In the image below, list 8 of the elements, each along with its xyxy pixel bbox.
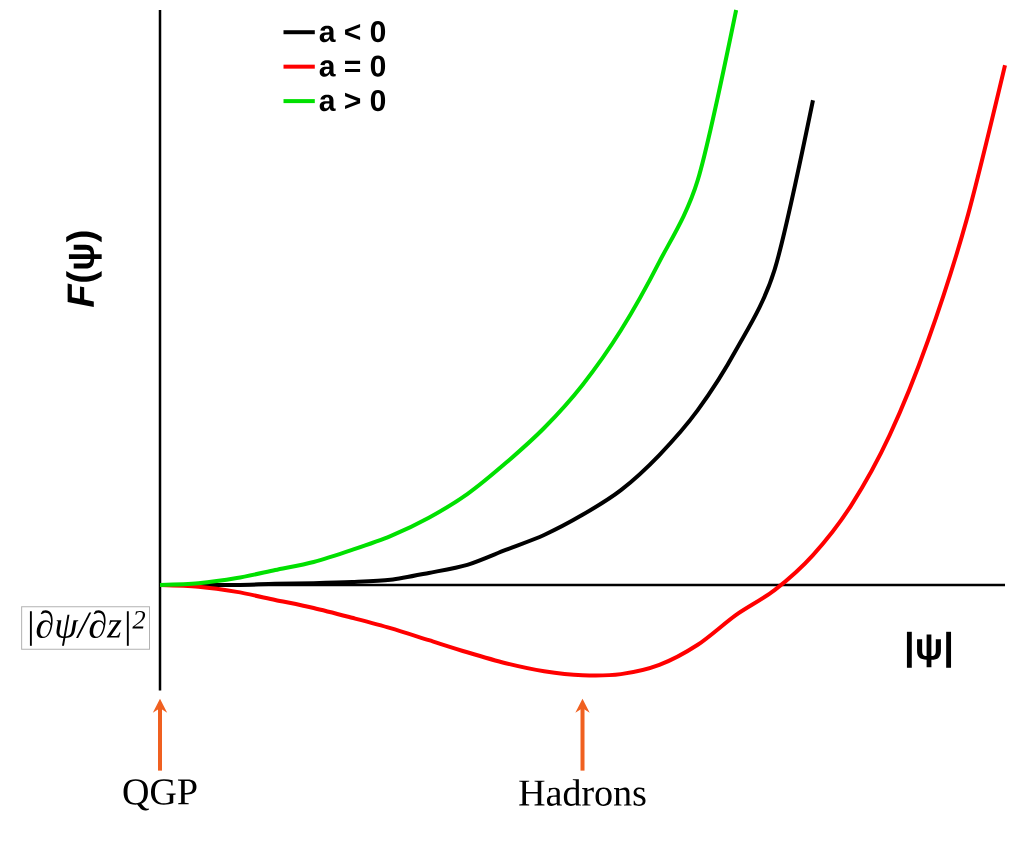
text: Hadrons: [519, 779, 646, 806]
x-axis-title: |ψ|: [906, 631, 952, 668]
text: |∂ψ/∂z|$^{2}$: [29, 610, 146, 646]
y-axis-title: F(ψ): [66, 231, 102, 307]
text: QGP: [123, 779, 197, 811]
legend-label: a = 0: [319, 55, 386, 77]
legend-label: a > 0: [319, 89, 386, 112]
legend-label: a < 0: [319, 20, 386, 43]
